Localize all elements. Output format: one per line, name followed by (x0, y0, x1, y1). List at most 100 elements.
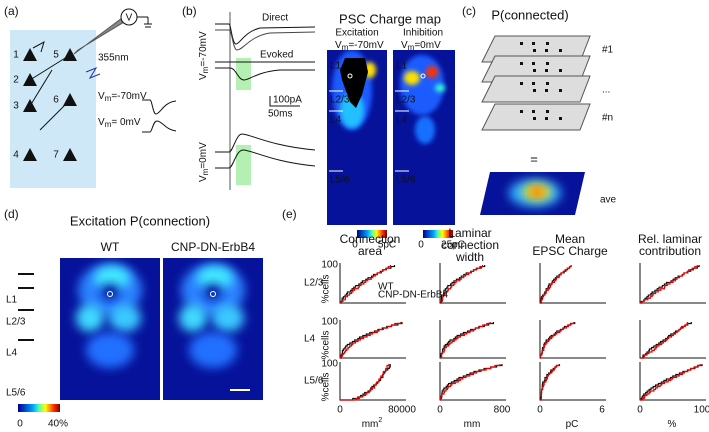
x-axis-unit: mm (464, 419, 481, 430)
symbol: V (401, 40, 408, 51)
connected-site (546, 62, 549, 65)
symbol: V (98, 117, 105, 128)
heat-blob (415, 116, 435, 144)
row-label: L5/6 (304, 376, 324, 387)
value: = 0mV (111, 117, 141, 128)
cell-number: 6 (53, 95, 59, 106)
y-axis-label: %cells (321, 373, 332, 402)
x-tick-label: 0 (637, 405, 643, 416)
x-tick-label: 6 (599, 405, 605, 416)
holding-potential: Vm=-70mV (98, 91, 147, 103)
scale-label: 50ms (268, 109, 292, 120)
heat-blob (532, 188, 542, 196)
connected-site (532, 110, 535, 113)
neuron (63, 148, 77, 161)
cdf-mutant (439, 364, 501, 401)
masked-region (340, 58, 368, 108)
value: =-70mV (348, 40, 384, 51)
heat-blob (94, 266, 130, 290)
heatmap (393, 50, 455, 225)
trace (215, 67, 315, 81)
title-line: contribution (639, 244, 701, 258)
soma (107, 291, 113, 297)
connected-site (559, 49, 562, 52)
title-line: area (358, 244, 382, 258)
symbol: V (335, 40, 342, 51)
colorbar-max: 40% (48, 419, 68, 430)
map-subtitle: Excitation (335, 28, 378, 39)
connected-site (559, 89, 562, 92)
connected-site (533, 49, 536, 52)
connected-site (533, 117, 536, 120)
colorbar-max: 25pC (441, 240, 465, 251)
connected-site (520, 62, 523, 65)
trace (215, 133, 316, 153)
colorbar (423, 230, 453, 238)
synapse (32, 40, 45, 53)
cdf-mutant (640, 322, 688, 359)
heat-blob (212, 304, 244, 332)
cdf-wt (539, 322, 576, 359)
y-tick-label: 100 (321, 317, 338, 328)
soma (420, 73, 426, 79)
subscript: m (105, 94, 112, 103)
column-title: Mean EPSC Charge (532, 232, 608, 258)
colorbar (18, 404, 60, 412)
connected-site (520, 42, 523, 45)
x-tick-label: 80000 (388, 405, 416, 416)
title-line: connection (441, 238, 499, 252)
slice-label: ... (602, 85, 610, 96)
legend-entry: CNP-DN-ErbB4 (378, 290, 448, 301)
connected-site (520, 82, 523, 85)
connected-site (532, 82, 535, 85)
title-line: Mean (555, 232, 585, 246)
cdf-wt (439, 364, 503, 401)
connected-site (533, 69, 536, 72)
layer-label: L2/3 (6, 317, 26, 328)
x-axis-unit: pC (566, 419, 579, 430)
connected-site (545, 89, 548, 92)
cdf-mutant (440, 322, 491, 359)
x-axis-unit: % (668, 419, 677, 430)
heatmap (327, 50, 387, 225)
heat-blob (197, 266, 233, 290)
holding-potential: Vm= 0mV (98, 117, 141, 129)
colorbar (357, 230, 387, 238)
column-title: Connection area (340, 232, 401, 258)
group-label: CNP-DN-ErbB4 (171, 240, 255, 254)
axis (339, 320, 406, 359)
heatmap (60, 258, 160, 400)
value: =-70mV (111, 91, 147, 102)
heat-blob (179, 304, 207, 332)
symbol: V (98, 91, 105, 102)
cdf-wt (439, 322, 495, 359)
unit: % (668, 419, 677, 430)
unit: pC (566, 419, 579, 430)
heat-blob (426, 66, 438, 78)
neuron (23, 148, 37, 161)
value: =0mV (414, 40, 441, 51)
trace (142, 120, 177, 133)
heatmap (163, 258, 263, 400)
wavelength: 355nm (98, 53, 129, 64)
x-tick-label: 100 (694, 405, 709, 416)
axis (439, 263, 506, 304)
panel-label: (b) (182, 4, 197, 18)
row-label: L2/3 (304, 278, 324, 289)
slice-box (10, 30, 96, 188)
trace-label: Evoked (260, 50, 293, 61)
subscript: m (342, 43, 349, 52)
value: =-70mV (198, 31, 209, 67)
title-line: EPSC Charge (532, 244, 608, 258)
cell-number: 7 (53, 150, 59, 161)
cdf-mutant (340, 364, 390, 401)
y-tick-label: 100 (321, 260, 338, 271)
title-line: Rel. laminar (638, 232, 702, 246)
equals: = (530, 151, 538, 166)
neuron (23, 48, 37, 61)
symbol: V (198, 175, 209, 182)
cdf-mutant (340, 265, 392, 304)
layer-label: L2/3 (396, 95, 416, 106)
trace (142, 99, 177, 115)
heat-blob (76, 304, 104, 332)
